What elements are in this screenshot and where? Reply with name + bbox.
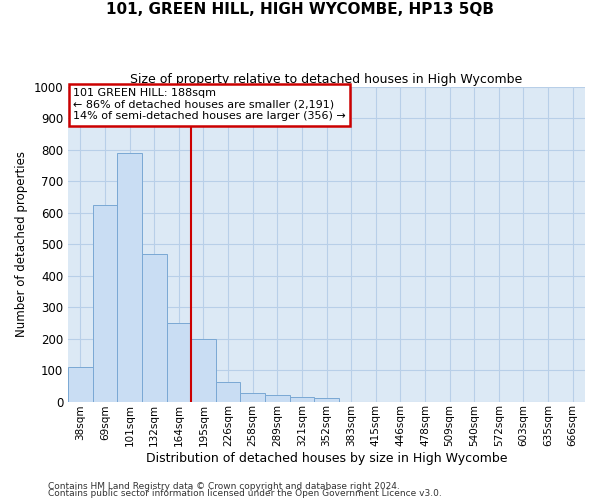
Bar [117, 153, 142, 402]
Bar [68, 367, 92, 402]
Text: 101, GREEN HILL, HIGH WYCOMBE, HP13 5QB: 101, GREEN HILL, HIGH WYCOMBE, HP13 5QB [106, 2, 494, 18]
Y-axis label: Number of detached properties: Number of detached properties [15, 151, 28, 337]
Bar [92, 204, 117, 402]
Bar [191, 338, 216, 402]
Bar [290, 397, 314, 402]
X-axis label: Distribution of detached houses by size in High Wycombe: Distribution of detached houses by size … [146, 452, 507, 465]
Text: Contains HM Land Registry data © Crown copyright and database right 2024.: Contains HM Land Registry data © Crown c… [48, 482, 400, 491]
Bar [314, 398, 339, 402]
Bar [167, 323, 191, 402]
Bar [142, 254, 167, 402]
Bar [216, 382, 241, 402]
Text: 101 GREEN HILL: 188sqm
← 86% of detached houses are smaller (2,191)
14% of semi-: 101 GREEN HILL: 188sqm ← 86% of detached… [73, 88, 346, 122]
Bar [265, 395, 290, 402]
Text: Contains public sector information licensed under the Open Government Licence v3: Contains public sector information licen… [48, 490, 442, 498]
Bar [241, 392, 265, 402]
Title: Size of property relative to detached houses in High Wycombe: Size of property relative to detached ho… [130, 72, 523, 86]
